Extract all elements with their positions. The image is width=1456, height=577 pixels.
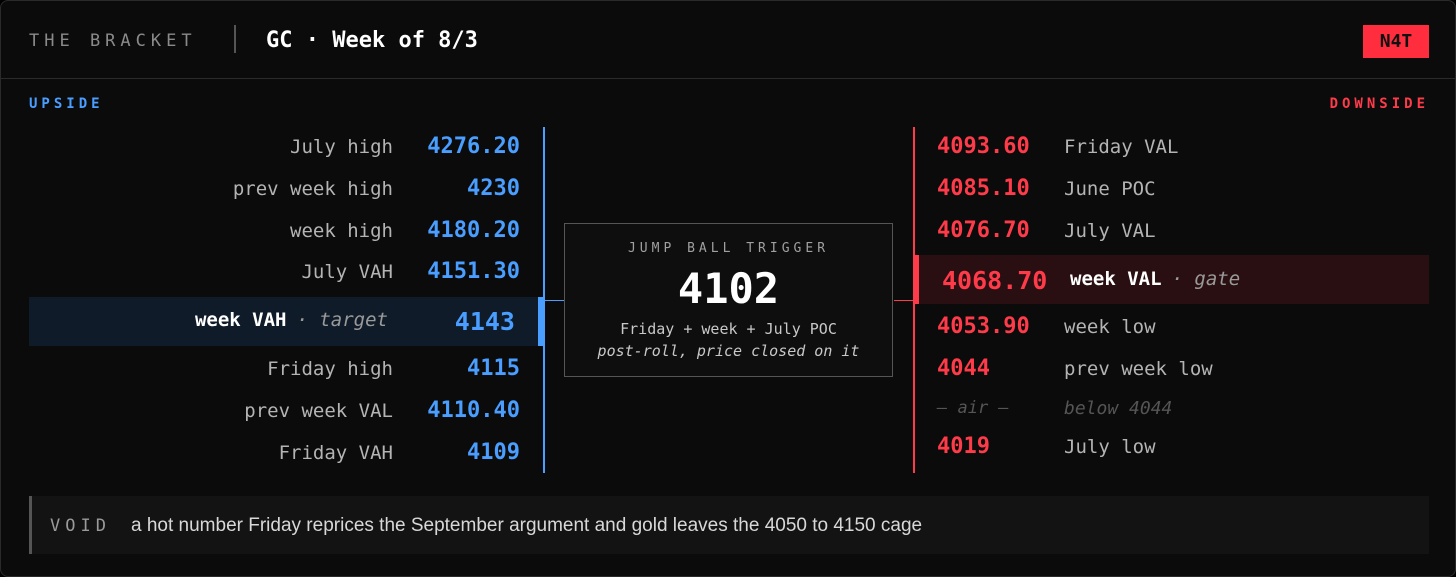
- row-value: 4044: [937, 356, 990, 381]
- footer: VOID a hot number Friday reprices the Se…: [29, 496, 1429, 554]
- row-value: 4110.40: [427, 398, 520, 423]
- separator: [234, 25, 236, 53]
- row-value: 4093.60: [937, 134, 1030, 159]
- header-divider: [1, 78, 1455, 79]
- trigger-note: Friday + week + July POC: [620, 320, 837, 338]
- footer-bar: [29, 496, 32, 554]
- row-value: 4180.20: [427, 218, 520, 243]
- footer-label: VOID: [50, 516, 111, 536]
- trigger-label: JUMP BALL TRIGGER: [627, 241, 830, 256]
- highlight-bar: [914, 255, 919, 304]
- row-value: 4230: [467, 176, 520, 201]
- row-label-group: week VAL · gate: [1070, 268, 1240, 290]
- row-label: prev week high: [232, 178, 393, 200]
- row-tag: · gate: [1171, 268, 1241, 290]
- trigger-value: 4102: [677, 264, 780, 313]
- row-tag: · target: [296, 309, 388, 331]
- row-value: 4053.90: [937, 314, 1030, 339]
- row-value: 4068.70: [942, 266, 1048, 295]
- row-label: prev week low: [1064, 358, 1213, 380]
- row-value: 4115: [467, 356, 520, 381]
- row-value: 4076.70: [937, 218, 1030, 243]
- row-label: week low: [1064, 316, 1156, 338]
- upside-label: UPSIDE: [29, 96, 104, 112]
- downside-connector: [894, 300, 914, 301]
- upside-connector: [544, 300, 564, 301]
- row-label: June POC: [1064, 178, 1156, 200]
- downside-label: DOWNSIDE: [1329, 96, 1429, 112]
- row-label: Friday VAL: [1064, 136, 1179, 158]
- eyebrow: THE BRACKET: [29, 31, 197, 51]
- row-label: July VAL: [1064, 220, 1156, 242]
- row-value: — air —: [937, 398, 1009, 418]
- trigger-box: JUMP BALL TRIGGER 4102 Friday + week + J…: [564, 223, 893, 377]
- row-value: 4276.20: [427, 134, 520, 159]
- title: GC · Week of 8/3: [266, 28, 478, 53]
- highlight-bar: [538, 297, 543, 346]
- row-label: Friday high: [267, 358, 393, 380]
- row-label: July high: [290, 136, 393, 158]
- row-value: 4085.10: [937, 176, 1030, 201]
- row-value: 4143: [454, 307, 515, 336]
- row-label: Friday VAH: [278, 442, 393, 464]
- row-label: prev week VAL: [244, 400, 393, 422]
- row-value: 4109: [467, 440, 520, 465]
- row-label: July VAH: [301, 261, 393, 283]
- badge: N4T: [1363, 25, 1429, 58]
- footer-text: a hot number Friday reprices the Septemb…: [131, 515, 923, 536]
- highlight-row: [914, 255, 1429, 304]
- row-label: week high: [290, 220, 393, 242]
- highlight-row: [29, 297, 538, 346]
- row-label: below 4044: [1064, 398, 1173, 419]
- row-label: week VAH: [194, 309, 287, 331]
- row-label: week VAL: [1070, 268, 1162, 290]
- row-label-group: week VAH · target: [195, 309, 388, 331]
- row-value: 4151.30: [427, 259, 520, 284]
- trigger-subnote: post-roll, price closed on it: [597, 342, 860, 360]
- row-label: July low: [1064, 436, 1156, 458]
- row-value: 4019: [937, 434, 990, 459]
